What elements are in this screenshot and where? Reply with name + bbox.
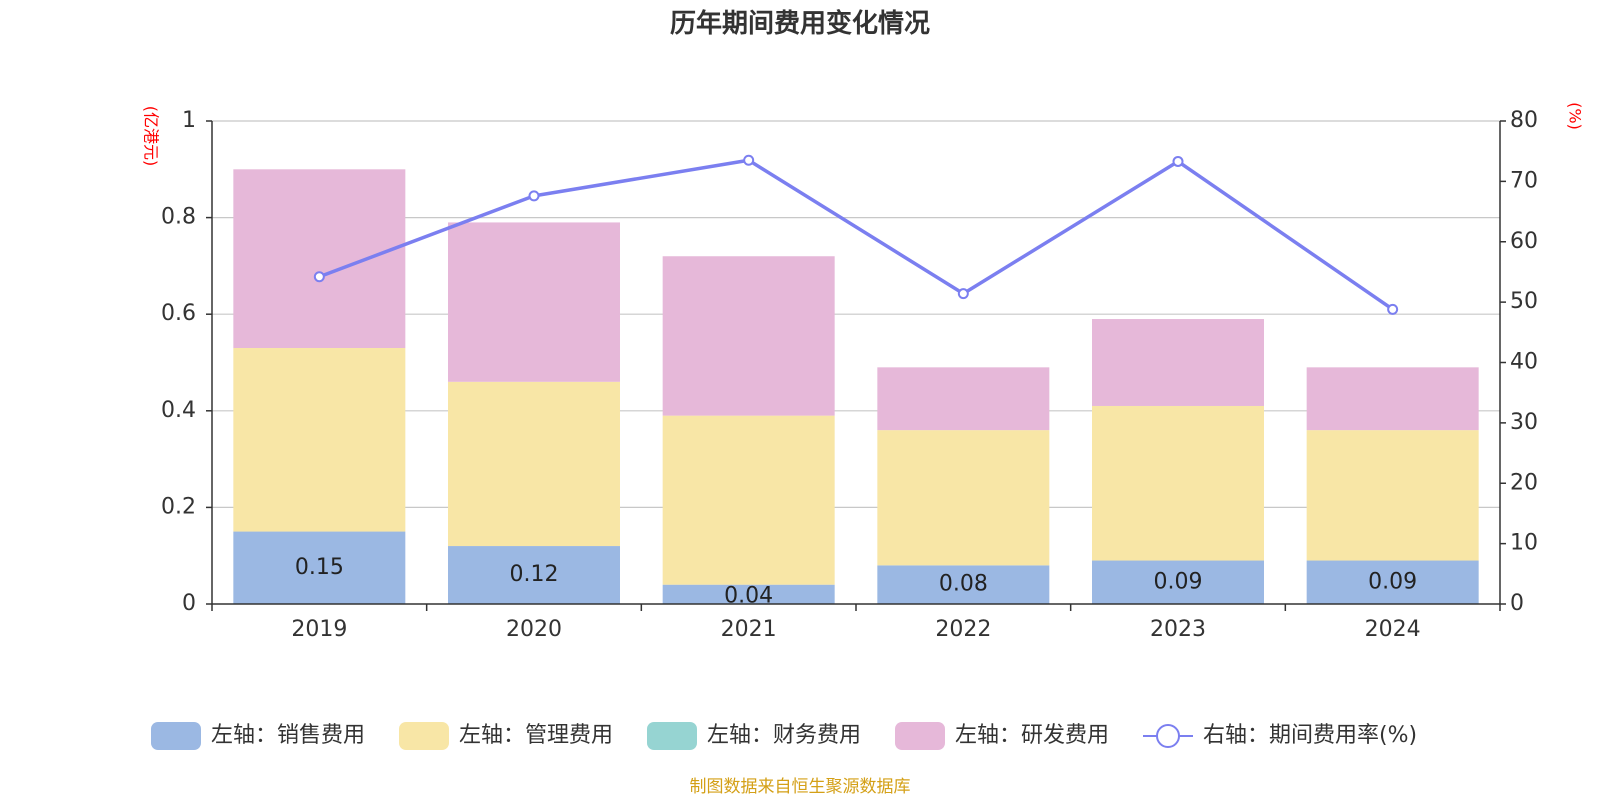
legend-label: 左轴：管理费用 — [459, 723, 613, 748]
legend-item-finance[interactable]: 左轴：财务费用 — [647, 722, 861, 750]
rate-line-path — [318, 158, 1394, 311]
right-axis-tick-label: 30 — [1510, 410, 1538, 435]
bar-data-label: 0.09 — [1154, 569, 1203, 594]
rate-line-point — [528, 190, 540, 202]
bar-data-label: 0.09 — [1368, 569, 1417, 594]
rate-line-point — [957, 288, 969, 300]
left-axis-tick-label: 0.8 — [161, 205, 196, 230]
rate-line-point — [313, 271, 325, 283]
legend-label: 左轴：销售费用 — [211, 723, 365, 748]
left-axis-tick-label: 1 — [182, 108, 196, 133]
rate-line-point — [743, 154, 755, 166]
left-axis-tick-label: 0 — [182, 591, 196, 616]
bar-admin — [1092, 405, 1264, 561]
right-axis-unit: (%) — [1566, 102, 1585, 130]
bar-data-label: 0.12 — [510, 562, 559, 587]
x-axis-tick-label: 2019 — [291, 617, 347, 642]
right-axis-tick-label: 40 — [1510, 350, 1538, 375]
bar-data-label: 0.04 — [724, 583, 773, 608]
left-axis-tick-label: 0.4 — [161, 398, 196, 423]
bar-admin — [662, 415, 835, 585]
bar-admin — [877, 430, 1050, 566]
legend-label: 左轴：财务费用 — [707, 723, 861, 748]
bar-rnd — [233, 169, 406, 349]
right-axis-tick-label: 20 — [1510, 470, 1538, 495]
bar-sales — [448, 546, 620, 604]
right-axis-tick-label: 50 — [1510, 289, 1538, 314]
bar-rnd — [448, 222, 620, 382]
bar-admin — [1306, 430, 1479, 561]
bar-rnd — [662, 256, 835, 416]
legend-label: 左轴：研发费用 — [955, 723, 1109, 748]
grid — [212, 120, 1500, 508]
rate-line — [313, 154, 1399, 315]
source-note: 制图数据来自恒生聚源数据库 — [690, 777, 911, 797]
legend-label: 右轴：期间费用率(%) — [1203, 723, 1417, 748]
right-axis-tick-label: 80 — [1510, 108, 1538, 133]
bar-admin — [233, 348, 406, 532]
legend-swatch — [151, 722, 201, 750]
legend-swatch — [895, 722, 945, 750]
x-axis-tick-label: 2024 — [1365, 617, 1421, 642]
legend-marker — [1156, 724, 1180, 748]
bar-rnd — [1092, 319, 1264, 406]
x-axis-tick-label: 2020 — [506, 617, 562, 642]
chart-title: 历年期间费用变化情况 — [670, 8, 930, 39]
right-axis-tick-label: 10 — [1510, 531, 1538, 556]
bar-sales — [1306, 560, 1479, 604]
bar-data-label: 0.08 — [939, 572, 988, 597]
bar-sales — [1092, 560, 1264, 604]
bar-sales — [662, 584, 835, 604]
x-axis-tick-label: 2022 — [935, 617, 991, 642]
legend-item-sales[interactable]: 左轴：销售费用 — [151, 722, 365, 750]
data-labels: 0.15 0.12 0.04 0.08 0.09 0.09 — [295, 555, 1417, 609]
left-axis-tick-label: 0.6 — [161, 301, 196, 326]
rate-line-point — [1387, 303, 1399, 315]
bar-rnd — [877, 367, 1050, 431]
rate-line-point — [1172, 155, 1184, 167]
bar-sales — [233, 531, 406, 604]
legend[interactable]: 左轴：销售费用 左轴：管理费用 左轴：财务费用 左轴：研发费用 右轴：期间费用率(%) — [151, 722, 1417, 750]
x-axis-tick-label: 2021 — [721, 617, 777, 642]
bar-sales — [877, 565, 1050, 604]
left-axis-unit: (亿港元) — [142, 106, 161, 167]
bar-rnd — [1306, 367, 1479, 431]
legend-item-rnd[interactable]: 左轴：研发费用 — [895, 722, 1109, 750]
x-axis-tick-label: 2023 — [1150, 617, 1206, 642]
bar-admin — [448, 381, 620, 547]
legend-item-rate_line[interactable]: 右轴：期间费用率(%) — [1143, 723, 1417, 748]
right-axis-tick-label: 70 — [1510, 168, 1538, 193]
right-axis-tick-label: 0 — [1510, 591, 1524, 616]
bar-data-label: 0.15 — [295, 555, 344, 580]
legend-item-admin[interactable]: 左轴：管理费用 — [399, 722, 613, 750]
bars — [233, 169, 1479, 604]
left-axis-tick-label: 0.2 — [161, 494, 196, 519]
right-axis-tick-label: 60 — [1510, 229, 1538, 254]
legend-swatch — [647, 722, 697, 750]
legend-swatch — [399, 722, 449, 750]
